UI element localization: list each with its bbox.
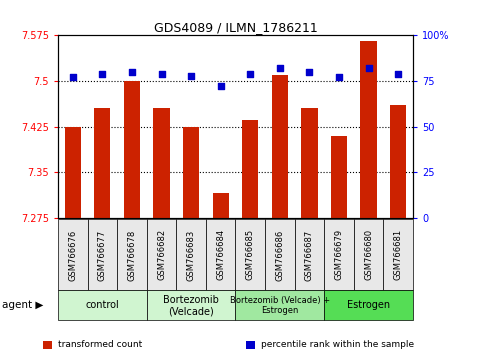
Title: GDS4089 / ILMN_1786211: GDS4089 / ILMN_1786211: [154, 21, 317, 34]
Text: GSM766683: GSM766683: [186, 229, 196, 280]
Text: agent ▶: agent ▶: [2, 300, 44, 310]
Bar: [94, 108, 111, 218]
Text: GSM766678: GSM766678: [128, 229, 136, 280]
Text: GSM766685: GSM766685: [246, 229, 255, 280]
Bar: [301, 108, 317, 218]
Text: GSM766681: GSM766681: [394, 229, 403, 280]
Point: [217, 84, 225, 89]
Bar: [360, 41, 377, 218]
Text: percentile rank within the sample: percentile rank within the sample: [261, 340, 414, 349]
Text: GSM766684: GSM766684: [216, 229, 225, 280]
Bar: [213, 193, 229, 218]
Point: [69, 74, 77, 80]
Text: GSM766682: GSM766682: [157, 229, 166, 280]
Bar: [331, 136, 347, 218]
Text: GSM766686: GSM766686: [275, 229, 284, 280]
Point: [335, 74, 343, 80]
Text: GSM766680: GSM766680: [364, 229, 373, 280]
Text: transformed count: transformed count: [58, 340, 142, 349]
Bar: [183, 127, 199, 218]
Bar: [390, 105, 406, 218]
Text: Estrogen: Estrogen: [347, 300, 390, 310]
Point: [306, 69, 313, 75]
Bar: [272, 75, 288, 218]
Point: [276, 65, 284, 71]
Point: [394, 71, 402, 76]
Bar: [242, 120, 258, 218]
Bar: [65, 127, 81, 218]
Text: GSM766679: GSM766679: [335, 229, 343, 280]
Text: GSM766676: GSM766676: [68, 229, 77, 280]
Text: control: control: [85, 300, 119, 310]
Text: GSM766677: GSM766677: [98, 229, 107, 280]
Text: GSM766687: GSM766687: [305, 229, 314, 280]
Point: [246, 71, 254, 76]
Point: [157, 71, 165, 76]
Text: Bortezomib
(Velcade): Bortezomib (Velcade): [163, 295, 219, 316]
Bar: [154, 108, 170, 218]
Bar: [124, 81, 140, 218]
Point: [128, 69, 136, 75]
Text: Bortezomib (Velcade) +
Estrogen: Bortezomib (Velcade) + Estrogen: [230, 296, 330, 315]
Point: [187, 73, 195, 78]
Point: [99, 71, 106, 76]
Point: [365, 65, 372, 71]
